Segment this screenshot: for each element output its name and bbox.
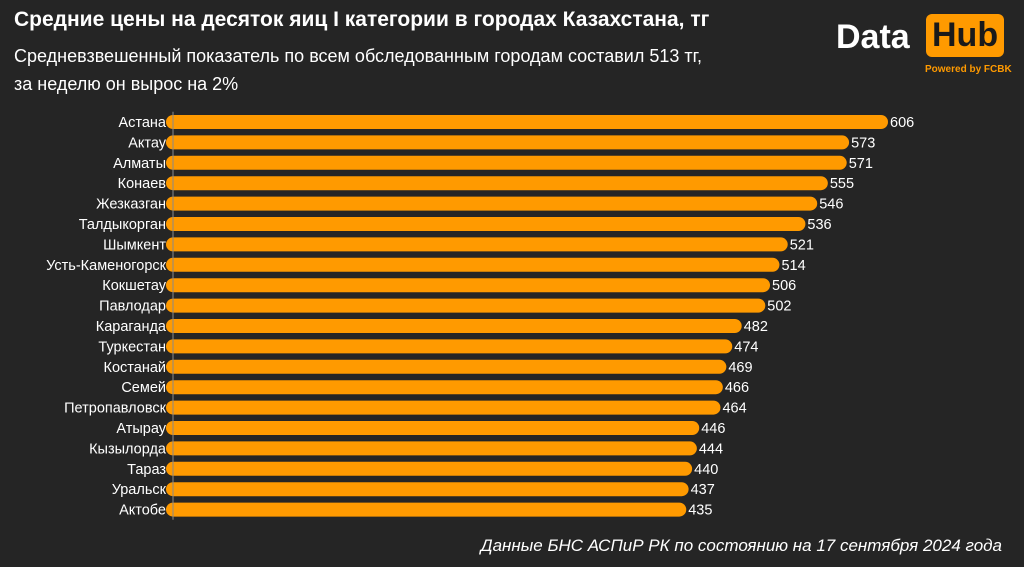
- bar: [166, 400, 721, 415]
- source-note: Данные БНС АСПиР РК по состоянию на 17 с…: [480, 536, 1002, 555]
- value-label: 555: [830, 176, 854, 192]
- value-label: 464: [722, 401, 746, 417]
- value-label: 521: [790, 237, 814, 253]
- chart-title: Средние цены на десяток яиц I категории …: [14, 8, 710, 31]
- bar: [166, 115, 888, 129]
- bar: [166, 278, 771, 293]
- value-label: 571: [849, 156, 873, 172]
- category-label: Уральск: [112, 482, 167, 498]
- bar: [166, 380, 723, 395]
- category-label: Кокшетау: [102, 278, 166, 294]
- logo-powered-by: Powered by FCBK: [925, 64, 1012, 75]
- category-label: Костанай: [104, 360, 166, 376]
- value-label: 502: [767, 299, 791, 315]
- bar: [166, 441, 697, 456]
- bar: [166, 421, 700, 435]
- category-label: Астана: [118, 115, 166, 131]
- subtitle-line-2: за неделю он вырос на 2%: [14, 74, 239, 94]
- value-label: 514: [781, 258, 805, 274]
- category-label: Павлодар: [99, 299, 166, 315]
- logo-word-data: Data: [836, 18, 910, 56]
- bar: [166, 359, 727, 374]
- bar: [166, 502, 687, 517]
- category-label: Семей: [121, 380, 166, 396]
- datahub-logo: Data Hub Powered by FCBK: [836, 8, 1014, 78]
- bar: [166, 176, 828, 191]
- bar: [166, 196, 818, 211]
- bar: [166, 339, 733, 354]
- bar: [166, 217, 806, 231]
- value-label: 440: [694, 462, 718, 478]
- value-label: 435: [688, 503, 712, 519]
- bar: [166, 461, 693, 476]
- chart-subtitle: Средневзвешенный показатель по всем обсл…: [14, 42, 814, 98]
- category-label: Усть-Каменогорск: [46, 258, 166, 274]
- category-label: Кызылорда: [89, 441, 167, 457]
- category-label: Туркестан: [98, 339, 166, 355]
- category-label: Актау: [128, 135, 167, 151]
- bar: [166, 237, 788, 252]
- logo-word-hub: Hub: [926, 14, 1005, 57]
- value-label: 506: [772, 278, 796, 294]
- category-label: Талдыкорган: [79, 217, 166, 233]
- value-label: 474: [734, 339, 758, 355]
- bar: [166, 482, 689, 497]
- bar: [166, 135, 850, 150]
- value-label: 546: [819, 197, 843, 213]
- value-label: 606: [890, 115, 914, 131]
- value-label: 573: [851, 135, 875, 151]
- category-label: Караганда: [96, 319, 167, 335]
- value-label: 536: [807, 217, 831, 233]
- value-label: 446: [701, 421, 725, 437]
- category-label: Атырау: [116, 421, 166, 437]
- category-label: Шымкент: [103, 237, 166, 253]
- category-label: Алматы: [113, 156, 166, 172]
- value-label: 444: [699, 441, 723, 457]
- category-label: Тараз: [127, 462, 166, 478]
- bar: [166, 298, 766, 313]
- category-label: Конаев: [118, 176, 167, 192]
- bar: [166, 257, 780, 272]
- bar: [166, 155, 847, 170]
- subtitle-line-1: Средневзвешенный показатель по всем обсл…: [14, 46, 702, 66]
- value-label: 437: [691, 482, 715, 498]
- value-label: 466: [725, 380, 749, 396]
- value-label: 469: [728, 360, 752, 376]
- value-label: 482: [744, 319, 768, 335]
- category-label: Актобе: [119, 503, 166, 519]
- category-label: Жезказган: [96, 197, 166, 213]
- category-label: Петропавловск: [64, 401, 167, 417]
- bar: [166, 319, 742, 333]
